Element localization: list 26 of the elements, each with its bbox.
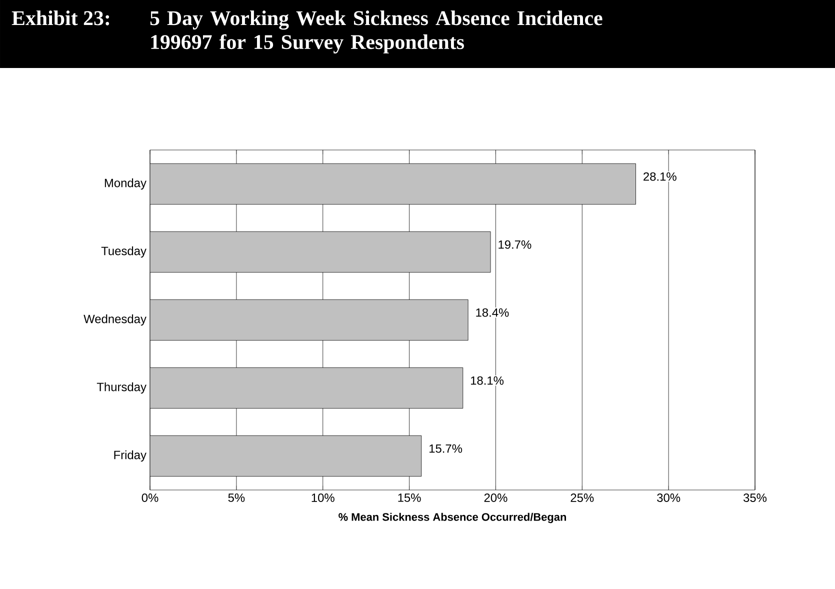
y-tick-label: Tuesday — [101, 246, 146, 258]
chart-title: Exhibit 23: — [12, 10, 110, 26]
data-label: 28.1% — [644, 172, 676, 181]
data-label: 15.7% — [430, 444, 462, 453]
y-tick-label: Thursday — [96, 382, 146, 394]
x-tick-label: 30% — [657, 494, 680, 502]
x-tick-label: 15% — [398, 494, 421, 502]
x-tick-label: 0% — [142, 494, 158, 502]
bar — [150, 231, 491, 273]
y-tick-label: Monday — [104, 178, 146, 190]
x-tick-label: 20% — [484, 494, 508, 502]
x-tick-label: 35% — [743, 494, 767, 502]
data-label: 19.7% — [498, 240, 532, 249]
bar — [150, 163, 636, 205]
bar — [150, 367, 464, 409]
x-tick-label: 10% — [312, 494, 334, 502]
data-label: 18.4% — [476, 308, 509, 317]
bar — [150, 435, 422, 477]
data-label: 18.1% — [470, 376, 504, 385]
y-tick-label: Friday — [114, 450, 146, 462]
x-tick-label: 5% — [228, 494, 245, 502]
x-axis-title: % Mean Sickness Absence Occurred/Began — [338, 512, 566, 524]
bar — [150, 299, 468, 341]
x-tick-label: 25% — [570, 494, 594, 502]
y-tick-label: Wednesday — [84, 314, 146, 326]
chart-subtitle: 5 Day Working Week Sickness Absence Incidence 199697 for 15 Survey Respondents — [150, 10, 602, 54]
